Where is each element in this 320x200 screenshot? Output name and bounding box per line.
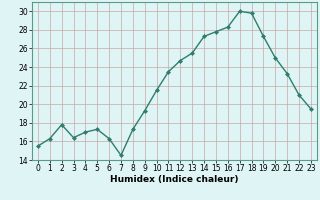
X-axis label: Humidex (Indice chaleur): Humidex (Indice chaleur) bbox=[110, 175, 239, 184]
